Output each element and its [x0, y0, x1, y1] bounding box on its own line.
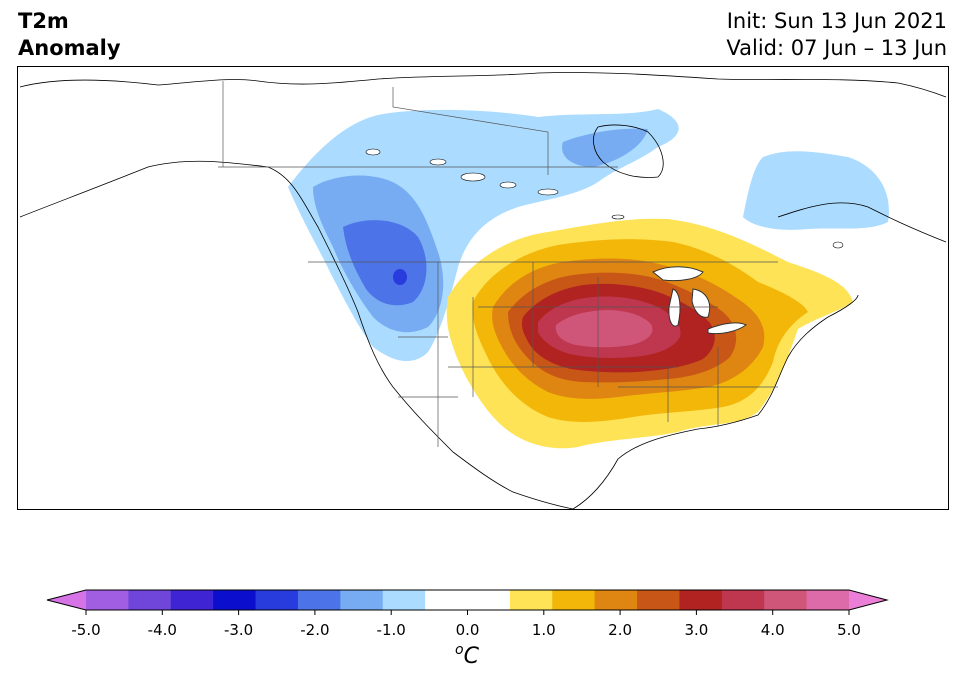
colorbar-tick-labels: -5.0 -4.0 -3.0 -2.0 -1.0 0.0 1.0 2.0 3.0 4.0 5.0 [71, 610, 861, 639]
colorbar-tick-label: -5.0 [71, 621, 100, 639]
colorbar-tick-label: -1.0 [377, 621, 406, 639]
colorbar-cell [382, 590, 426, 610]
variable-subtitle: Anomaly [18, 36, 121, 60]
map-canvas [19, 72, 947, 510]
anomaly-map [17, 66, 949, 510]
warm-anomaly-pink [555, 310, 653, 348]
colorbar-tick-label: 5.0 [837, 621, 861, 639]
colorbar-unit-superscript: o [455, 642, 464, 658]
colorbar: -5.0 -4.0 -3.0 -2.0 -1.0 0.0 1.0 2.0 3.0 4.0 5.0 o… [0, 585, 959, 675]
colorbar-cell [509, 590, 553, 610]
map-title: T2m Anomaly [18, 8, 121, 62]
colorbar-cell [213, 590, 257, 610]
colorbar-cell [764, 590, 808, 610]
colorbar-unit-letter: C [464, 644, 480, 669]
date-info: Init: Sun 13 Jun 2021 Valid: 07 Jun – 13… [726, 8, 947, 62]
colorbar-cell [425, 590, 468, 610]
colorbar-cell [721, 590, 765, 610]
colorbar-tick-label: -4.0 [148, 621, 177, 639]
colorbar-cell [128, 590, 172, 610]
colorbar-cell [637, 590, 680, 610]
colorbar-cell [594, 590, 638, 610]
colorbar-cell [86, 590, 129, 610]
cold-anomaly-deep [343, 220, 427, 306]
colorbar-tick-label: 3.0 [684, 621, 708, 639]
lake-superior [652, 266, 704, 282]
cold-anomaly-core [393, 269, 407, 285]
colorbar-under-extension [47, 590, 86, 610]
political-borders [218, 81, 778, 447]
colorbar-cell [552, 590, 596, 610]
variable-name: T2m [18, 9, 69, 33]
colorbar-cell [806, 590, 850, 610]
colorbar-tick-label: 4.0 [761, 621, 785, 639]
lake-huron [691, 288, 711, 318]
lake-erie [707, 322, 747, 335]
colorbar-cell [467, 590, 511, 610]
colorbar-tick-label: 1.0 [532, 621, 556, 639]
colorbar-cell [297, 590, 341, 610]
colorbar-cell [679, 590, 723, 610]
colorbar-tick-label: 0.0 [456, 621, 480, 639]
colorbar-cell [340, 590, 384, 610]
colorbar-tick-label: -2.0 [300, 621, 329, 639]
colorbar-cells [86, 590, 850, 610]
valid-range: Valid: 07 Jun – 13 Jun [726, 36, 947, 60]
init-date: Init: Sun 13 Jun 2021 [726, 9, 947, 33]
colorbar-svg: -5.0 -4.0 -3.0 -2.0 -1.0 0.0 1.0 2.0 3.0 4.0 5.0 o… [46, 589, 889, 669]
colorbar-tick-label: 2.0 [608, 621, 632, 639]
cold-anomaly-light-east [743, 151, 889, 230]
colorbar-unit: oC [455, 642, 480, 669]
cold-anomaly-medium-north [562, 128, 648, 167]
coastlines [19, 72, 947, 510]
islands-and-lakes [365, 148, 844, 249]
colorbar-over-extension [849, 590, 887, 610]
colorbar-cell [170, 590, 214, 610]
colorbar-cell [255, 590, 299, 610]
colorbar-tick-label: -3.0 [224, 621, 253, 639]
lake-michigan [668, 288, 681, 327]
